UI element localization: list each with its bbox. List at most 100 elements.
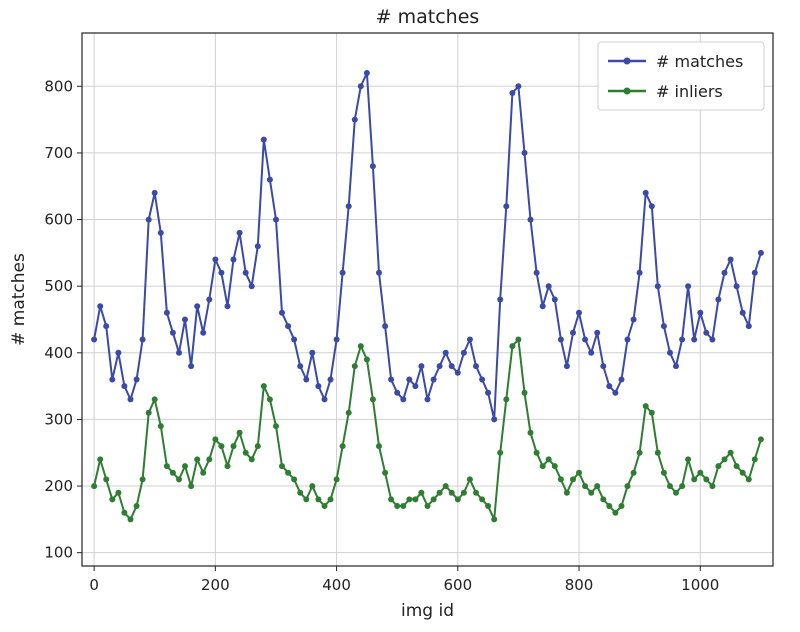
data-point-inliers bbox=[588, 489, 595, 496]
data-point-matches bbox=[157, 229, 164, 236]
data-point-inliers bbox=[479, 496, 486, 503]
data-point-matches bbox=[145, 216, 152, 223]
data-point-inliers bbox=[394, 503, 401, 509]
data-point-inliers bbox=[157, 423, 164, 430]
data-point-inliers bbox=[757, 436, 764, 443]
data-point-inliers bbox=[400, 503, 407, 509]
data-point-inliers bbox=[382, 469, 389, 476]
data-point-inliers bbox=[321, 503, 328, 509]
plot-frame bbox=[81, 32, 774, 567]
data-point-inliers bbox=[376, 443, 382, 450]
data-point-matches bbox=[745, 323, 752, 330]
data-point-matches bbox=[206, 296, 213, 303]
data-point-matches bbox=[176, 349, 182, 356]
data-point-inliers bbox=[485, 503, 492, 509]
data-point-inliers bbox=[103, 476, 110, 483]
data-point-matches bbox=[497, 296, 504, 303]
data-point-inliers bbox=[406, 496, 413, 503]
data-point-matches bbox=[685, 283, 692, 290]
data-point-matches bbox=[97, 303, 104, 310]
data-point-inliers bbox=[448, 489, 455, 496]
x-tick-label: 400 bbox=[322, 576, 351, 594]
data-point-matches bbox=[551, 296, 558, 303]
data-point-matches bbox=[260, 136, 267, 143]
data-point-inliers bbox=[248, 456, 255, 463]
data-point-matches bbox=[188, 363, 195, 370]
data-point-inliers bbox=[715, 463, 722, 470]
data-point-matches bbox=[394, 389, 401, 396]
data-point-inliers bbox=[521, 389, 528, 396]
data-point-matches bbox=[139, 336, 146, 343]
data-point-inliers bbox=[327, 496, 334, 503]
data-point-inliers bbox=[709, 483, 716, 490]
data-point-matches bbox=[454, 369, 461, 376]
legend-marker-matches bbox=[623, 57, 631, 65]
data-point-matches bbox=[751, 269, 758, 276]
data-point-inliers bbox=[563, 489, 570, 496]
data-point-matches bbox=[557, 336, 564, 343]
data-point-matches bbox=[424, 396, 431, 403]
data-point-matches bbox=[163, 309, 170, 316]
data-point-matches bbox=[509, 90, 516, 96]
data-point-inliers bbox=[600, 496, 607, 503]
data-point-matches bbox=[200, 329, 207, 336]
data-point-inliers bbox=[442, 483, 449, 490]
data-point-inliers bbox=[151, 396, 158, 403]
legend-label-matches: # matches bbox=[656, 52, 743, 71]
data-point-inliers bbox=[539, 463, 546, 470]
data-point-matches bbox=[570, 329, 576, 336]
data-point-matches bbox=[109, 376, 116, 383]
data-point-inliers bbox=[630, 469, 637, 476]
data-point-inliers bbox=[721, 456, 728, 463]
data-point-inliers bbox=[285, 469, 292, 476]
data-point-matches bbox=[691, 336, 698, 343]
data-point-inliers bbox=[509, 343, 516, 350]
data-point-inliers bbox=[679, 483, 686, 490]
x-tick-label: 600 bbox=[443, 576, 472, 594]
data-point-inliers bbox=[582, 483, 589, 490]
data-point-inliers bbox=[230, 443, 237, 450]
data-point-matches bbox=[491, 416, 498, 423]
data-point-inliers bbox=[139, 476, 146, 483]
data-point-inliers bbox=[339, 443, 346, 450]
data-point-matches bbox=[273, 216, 279, 223]
data-point-inliers bbox=[315, 496, 322, 503]
data-point-inliers bbox=[97, 456, 104, 463]
data-point-matches bbox=[654, 283, 661, 290]
data-point-matches bbox=[473, 363, 479, 370]
data-point-inliers bbox=[618, 503, 625, 509]
data-point-inliers bbox=[454, 496, 461, 503]
data-point-inliers bbox=[697, 469, 704, 476]
data-point-matches bbox=[448, 363, 455, 370]
data-point-matches bbox=[133, 376, 140, 383]
data-point-matches bbox=[351, 116, 358, 123]
data-point-inliers bbox=[636, 449, 643, 456]
data-point-matches bbox=[679, 336, 686, 343]
data-point-matches bbox=[594, 329, 601, 336]
data-point-matches bbox=[739, 309, 746, 316]
data-point-inliers bbox=[194, 456, 201, 463]
data-point-matches bbox=[485, 389, 492, 396]
data-point-inliers bbox=[460, 489, 467, 496]
data-point-matches bbox=[733, 283, 740, 290]
data-point-matches bbox=[703, 329, 710, 336]
data-point-inliers bbox=[91, 483, 98, 490]
data-point-inliers bbox=[218, 443, 225, 450]
data-point-matches bbox=[169, 329, 176, 336]
data-point-inliers bbox=[412, 496, 419, 503]
legend-label-inliers: # inliers bbox=[656, 82, 723, 101]
data-point-inliers bbox=[351, 363, 358, 370]
y-tick-label: 500 bbox=[44, 277, 73, 295]
data-point-inliers bbox=[594, 483, 601, 490]
data-point-matches bbox=[636, 269, 643, 276]
data-point-matches bbox=[660, 323, 667, 330]
data-point-matches bbox=[527, 216, 534, 223]
data-point-matches bbox=[721, 269, 728, 276]
data-point-matches bbox=[521, 149, 528, 156]
data-point-inliers bbox=[685, 456, 692, 463]
data-point-inliers bbox=[648, 409, 655, 416]
data-point-matches bbox=[406, 376, 413, 383]
data-point-inliers bbox=[503, 396, 510, 403]
data-point-inliers bbox=[515, 336, 522, 343]
